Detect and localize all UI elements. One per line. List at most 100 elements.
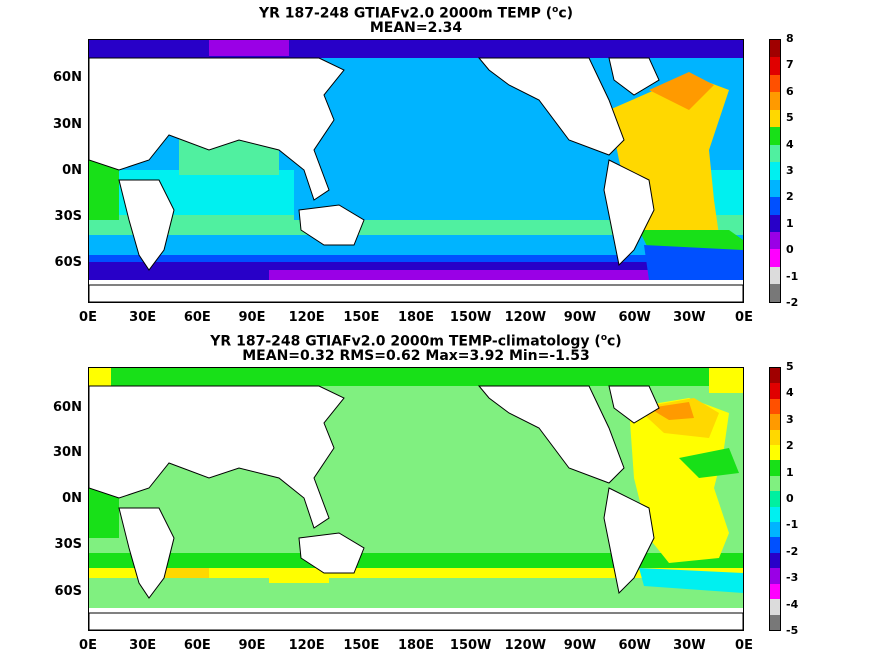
colorbar-swatch — [770, 599, 780, 615]
map2-lon-label: 150W — [449, 638, 492, 653]
colorbar-swatch — [770, 266, 780, 285]
map1-subtitle: MEAN=2.34 — [369, 20, 463, 36]
map1-lon-label: 90W — [563, 310, 597, 325]
colorbar-swatch — [770, 475, 780, 492]
map1-lon-label: 150E — [343, 310, 380, 325]
map2-lon-label: 30E — [129, 638, 157, 653]
map1-lon-label: 180E — [397, 310, 435, 325]
map1-colorbar-tick: -2 — [786, 296, 799, 309]
map2-colorbar-tick: -5 — [786, 624, 799, 637]
colorbar-swatch — [770, 109, 780, 128]
map2-colorbar-tick: 4 — [786, 386, 794, 400]
map1-lon-label: 90E — [238, 310, 266, 325]
map2-colorbar-tick: 3 — [786, 412, 794, 426]
colorbar-swatch — [770, 383, 780, 399]
map2-colorbar-tick: -1 — [786, 518, 799, 532]
map1-field — [89, 40, 743, 302]
map2-lat-label: 0N — [62, 491, 82, 506]
map1-colorbar — [769, 39, 781, 303]
colorbar-swatch — [770, 614, 780, 630]
map1-lat-label: 0N — [62, 163, 82, 178]
map2-lon-label: 150E — [343, 638, 380, 653]
map1-colorbar-tick: 2 — [786, 190, 794, 204]
map1-colorbar-tick: 0 — [786, 243, 794, 257]
colorbar-swatch — [770, 144, 780, 163]
map2-panel — [88, 367, 744, 631]
colorbar-swatch — [770, 162, 780, 180]
colorbar-swatch — [770, 284, 780, 302]
map2-lon-label: 180E — [397, 638, 435, 653]
map1-colorbar-tick: 1 — [786, 216, 794, 230]
map2-lon-label: 60W — [618, 638, 651, 653]
map2-lon-label: 120E — [288, 638, 325, 653]
map2-lon-label: 0E — [735, 638, 753, 653]
colorbar-swatch — [770, 491, 780, 507]
colorbar-swatch — [770, 414, 780, 430]
colorbar-swatch — [770, 127, 780, 145]
map2-title: YR 187-248 GTIAFv2.0 2000m TEMP-climatol… — [210, 333, 622, 350]
map1-title: YR 187-248 GTIAFv2.0 2000m TEMP (oc) — [258, 5, 574, 22]
map1-lon-label: 120E — [288, 310, 325, 325]
map1-lon-label: 60E — [183, 310, 211, 325]
colorbar-swatch — [770, 583, 780, 600]
colorbar-swatch — [770, 398, 780, 415]
map2-colorbar — [769, 367, 781, 631]
colorbar-swatch — [770, 522, 780, 538]
map1-colorbar-tick: 7 — [786, 58, 794, 72]
map1-panel — [88, 39, 744, 303]
map2-lat-label: 30N — [53, 445, 82, 460]
colorbar-swatch — [770, 231, 780, 250]
colorbar-swatch — [770, 249, 780, 267]
map1-lat-label: 60N — [53, 70, 82, 85]
map1-lon-label: 150W — [449, 310, 492, 325]
map2-lon-label: 90E — [238, 638, 266, 653]
map2-colorbar-tick: -4 — [786, 597, 799, 611]
colorbar-swatch — [770, 568, 780, 584]
map1-lon-label: 30W — [673, 310, 706, 325]
colorbar-swatch — [770, 460, 780, 476]
map1-lon-label: 30E — [129, 310, 157, 325]
colorbar-swatch — [770, 74, 780, 93]
colorbar-swatch — [770, 40, 780, 58]
map2-lon-label: 60E — [183, 638, 211, 653]
map1-lon-label: 120W — [504, 310, 547, 325]
map1-lon-label: 0E — [735, 310, 753, 325]
map2-subtitle: MEAN=0.32 RMS=0.62 Max=3.92 Min=-1.53 — [242, 348, 590, 364]
map2-colorbar-tick: 0 — [786, 492, 794, 505]
map2-colorbar-tick: -3 — [786, 571, 799, 585]
colorbar-swatch — [770, 179, 780, 198]
map2-field — [89, 368, 743, 630]
colorbar-swatch — [770, 368, 780, 384]
map2-colorbar-tick: 1 — [786, 465, 794, 479]
colorbar-swatch — [770, 214, 780, 232]
colorbar-swatch — [770, 197, 780, 215]
colorbar-swatch — [770, 445, 780, 461]
map1-lon-label: 60W — [618, 310, 651, 325]
map2-lon-label: 90W — [563, 638, 597, 653]
map2-lat-label: 60S — [54, 584, 82, 599]
map1-colorbar-tick: 5 — [786, 111, 794, 125]
map2-lon-label: 120W — [504, 638, 547, 653]
map1-colorbar-tick: 4 — [786, 137, 794, 151]
colorbar-swatch — [770, 429, 780, 446]
map1-colorbar-tick: -1 — [786, 269, 799, 283]
map2-colorbar-tick: 2 — [786, 439, 794, 453]
map1-lat-label: 30N — [53, 117, 82, 132]
map2-colorbar-tick: -2 — [786, 544, 799, 558]
map2-lat-label: 60N — [53, 400, 82, 415]
colorbar-swatch — [770, 57, 780, 75]
colorbar-swatch — [770, 506, 780, 523]
colorbar-swatch — [770, 552, 780, 569]
map2-lon-label: 0E — [79, 638, 97, 653]
map1-colorbar-tick: 3 — [786, 164, 794, 177]
map1-colorbar-tick: 8 — [786, 32, 794, 45]
map2-colorbar-tick: 5 — [786, 360, 794, 373]
colorbar-swatch — [770, 92, 780, 110]
map1-lat-label: 60S — [54, 255, 82, 270]
map2-lon-label: 30W — [673, 638, 706, 653]
map1-lon-label: 0E — [79, 310, 97, 325]
map2-lat-label: 30S — [54, 537, 82, 552]
map1-colorbar-tick: 6 — [786, 84, 794, 98]
colorbar-swatch — [770, 537, 780, 553]
map1-lat-label: 30S — [54, 209, 82, 224]
